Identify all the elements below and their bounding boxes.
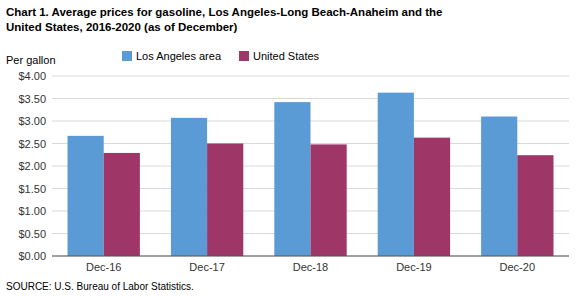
y-tick-label: $1.50 <box>18 183 46 195</box>
grid-line <box>52 98 569 99</box>
bar <box>171 118 207 256</box>
y-tick-label: $1.00 <box>18 205 46 217</box>
bar <box>378 93 414 256</box>
x-tick-label: Dec-20 <box>500 261 535 273</box>
legend-label: Los Angeles area <box>136 50 222 62</box>
y-tick-label: $0.50 <box>18 228 46 240</box>
grid-line <box>52 256 569 257</box>
x-axis-line <box>52 256 569 257</box>
grid <box>52 76 569 256</box>
x-ticks: Dec-16 Dec-17 Dec-18 Dec-19 Dec-20 <box>86 261 535 273</box>
y-tick-label: $4.00 <box>18 70 46 82</box>
y-ticks: $0.00 $0.50 $1.00 $1.50 $2.00 $2.50 $3.00 $3.50… <box>18 70 46 262</box>
grid-line <box>52 76 569 77</box>
source-note: SOURCE: U.S. Bureau of Labor Statistics. <box>6 281 194 292</box>
x-tick-label: Dec-18 <box>293 261 328 273</box>
chart: Chart 1. Average prices for gasoline, Lo… <box>0 0 579 296</box>
x-tick-label: Dec-19 <box>396 261 431 273</box>
bar <box>311 144 347 256</box>
legend-swatch <box>122 51 132 61</box>
x-tick-label: Dec-17 <box>189 261 224 273</box>
bar <box>68 136 104 256</box>
legend: Los Angeles area United States <box>122 50 320 62</box>
title: Chart 1. Average prices for gasoline, Lo… <box>6 6 442 18</box>
x-tick-label: Dec-16 <box>86 261 121 273</box>
y-tick-label: $2.50 <box>18 138 46 150</box>
y-tick-label: $2.00 <box>18 160 46 172</box>
bar <box>517 155 553 256</box>
y-tick-label: $0.00 <box>18 250 46 262</box>
bar <box>481 117 517 257</box>
legend-label: United States <box>253 50 320 62</box>
bar <box>274 102 310 256</box>
subtitle: United States, 2016-2020 (as of December… <box>6 21 238 33</box>
bar <box>207 144 243 257</box>
y-axis-label: Per gallon <box>6 54 56 66</box>
legend-swatch <box>239 51 249 61</box>
y-tick-label: $3.00 <box>18 115 46 127</box>
bars <box>68 93 554 256</box>
bar <box>104 153 140 256</box>
bar <box>414 138 450 256</box>
background <box>0 0 579 296</box>
y-tick-label: $3.50 <box>18 93 46 105</box>
